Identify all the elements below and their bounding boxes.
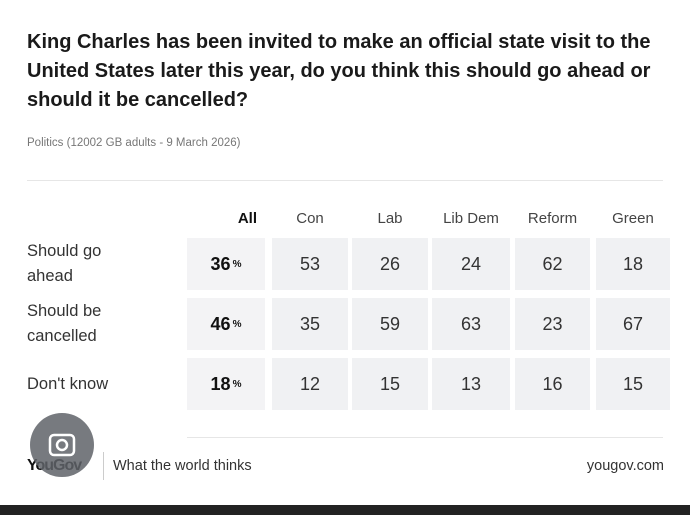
cell: 12 [272,358,348,410]
cell: 62 [515,238,590,290]
cell-all: 18% [187,358,265,410]
lens-button[interactable] [29,412,95,478]
cell: 59 [352,298,428,350]
value: 46 [210,313,231,334]
title: King Charles has been invited to make an… [27,31,651,111]
cell: 16 [515,358,590,410]
bottom-bar [0,505,690,515]
cell: 67 [596,298,670,350]
row-label: Should be cancelled [27,302,102,345]
cell: 15 [352,358,428,410]
cell: 63 [432,298,510,350]
cell: 18 [596,238,670,290]
cell: 23 [515,298,590,350]
cell: 13 [432,358,510,410]
separator [27,180,663,181]
unit: % [232,258,242,270]
divider [103,452,104,480]
cell: 26 [352,238,428,290]
cell-all: 36% [187,238,265,290]
unit: % [232,318,242,330]
column-header: Con [296,210,324,227]
column-header: Lib Dem [443,210,499,227]
column-header: Green [612,210,654,227]
cell: 15 [596,358,670,410]
value: 36 [210,253,231,274]
cell: 24 [432,238,510,290]
tagline: What the world thinks [113,458,252,474]
column-header: All [237,210,257,227]
cell: 53 [272,238,348,290]
column-header: Lab [377,210,403,227]
subtitle: Politics (12002 GB adults - 9 March 2026… [27,137,241,149]
value: 18 [210,373,231,394]
row-label: Should go ahead [27,242,102,285]
cell-all: 46% [187,298,265,350]
unit: % [232,378,242,390]
url[interactable]: yougov.com [586,458,664,474]
column-header: Reform [527,210,578,227]
row-label: Don't know [27,374,109,393]
cell: 35 [272,298,348,350]
separator [187,437,663,438]
